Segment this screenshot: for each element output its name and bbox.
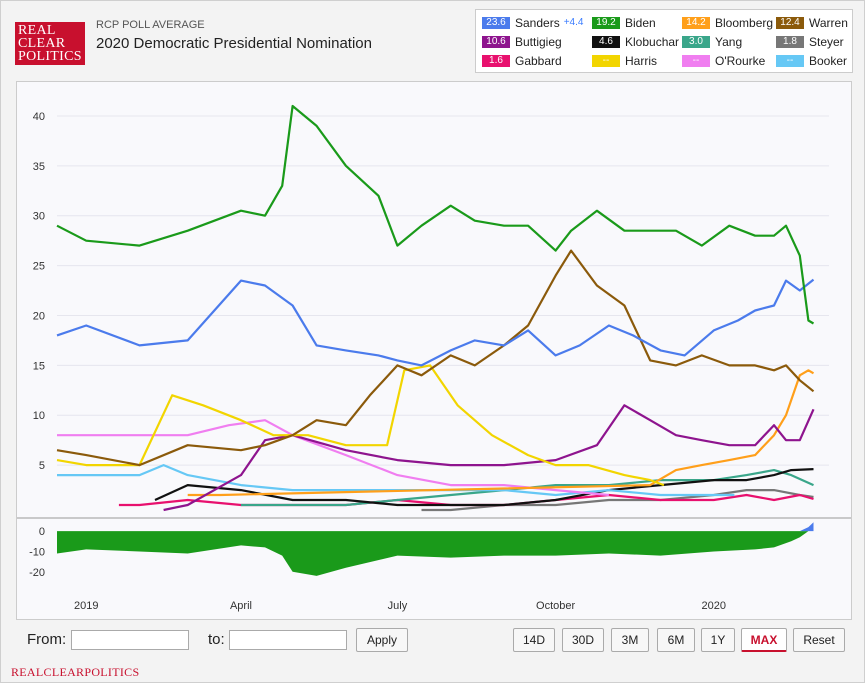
legend-value-chip: 12.4 bbox=[776, 16, 804, 29]
range-button-max[interactable]: MAX bbox=[741, 628, 787, 652]
legend-name: Buttigieg bbox=[515, 34, 562, 49]
legend-item[interactable]: 12.4 Warren bbox=[776, 15, 848, 30]
legend-item[interactable]: 23.6 Sanders +4.4 bbox=[482, 15, 584, 30]
series-line-sanders bbox=[56, 278, 815, 367]
legend-name: Steyer bbox=[809, 34, 844, 49]
legend-item[interactable]: 1.8 Steyer bbox=[776, 34, 844, 49]
legend-name: Klobuchar bbox=[625, 34, 680, 49]
legend-value-chip: 3.0 bbox=[682, 35, 710, 48]
range-button-reset[interactable]: Reset bbox=[793, 628, 845, 652]
legend-item[interactable]: 3.0 Yang bbox=[682, 34, 743, 49]
legend-name: Yang bbox=[715, 34, 743, 49]
legend-item[interactable]: 10.6 Buttigieg bbox=[482, 34, 562, 49]
legend-name: Warren bbox=[809, 15, 848, 30]
range-button-6m[interactable]: 6M bbox=[657, 628, 695, 652]
chart-title: 2020 Democratic Presidential Nomination bbox=[96, 35, 372, 52]
legend-item[interactable]: 1.6 Gabbard bbox=[482, 53, 562, 68]
y-tick-label: 10 bbox=[33, 410, 45, 422]
logo-line: POLITICS bbox=[18, 49, 82, 64]
legend-value-chip: 1.8 bbox=[776, 35, 804, 48]
spread-tick-label: 0 bbox=[39, 526, 45, 538]
legend-name: O'Rourke bbox=[715, 53, 766, 68]
logo-line: REAL bbox=[18, 23, 56, 38]
legend-item[interactable]: -- Booker bbox=[776, 53, 848, 68]
x-tick-label: July bbox=[388, 600, 408, 612]
x-tick-label: October bbox=[536, 600, 575, 612]
legend-value-chip: 19.2 bbox=[592, 16, 620, 29]
y-tick-label: 25 bbox=[33, 261, 45, 273]
spread-area-positive bbox=[799, 522, 814, 532]
legend-name: Biden bbox=[625, 15, 656, 30]
legend-spread: +4.4 bbox=[563, 17, 584, 29]
legend-item[interactable]: 19.2 Biden bbox=[592, 15, 656, 30]
series-line-bloomberg bbox=[187, 369, 815, 497]
range-button-30d[interactable]: 30D bbox=[562, 628, 604, 652]
y-tick-label: 5 bbox=[39, 460, 45, 472]
range-button-3m[interactable]: 3M bbox=[611, 628, 649, 652]
apply-button[interactable]: Apply bbox=[356, 628, 408, 652]
spread-area-negative bbox=[57, 531, 814, 576]
legend-item[interactable]: 14.2 Bloomberg bbox=[682, 15, 774, 30]
spread-tick-label: -20 bbox=[29, 567, 45, 579]
series-line-klobuchar bbox=[154, 468, 814, 507]
x-tick-label: April bbox=[230, 600, 252, 612]
y-tick-label: 15 bbox=[33, 360, 45, 372]
legend-value-chip: 4.6 bbox=[592, 35, 620, 48]
legend-name: Harris bbox=[625, 53, 657, 68]
legend-value-chip: -- bbox=[776, 54, 804, 67]
legend-value-chip: -- bbox=[592, 54, 620, 67]
to-date-input[interactable] bbox=[229, 630, 347, 650]
chart-subtitle: RCP POLL AVERAGE bbox=[96, 19, 205, 31]
y-tick-label: 30 bbox=[33, 211, 45, 223]
legend-name: Booker bbox=[809, 53, 848, 68]
series-line-biden bbox=[56, 104, 815, 325]
range-button-1y[interactable]: 1Y bbox=[701, 628, 735, 652]
y-tick-label: 40 bbox=[33, 111, 45, 123]
footer-brand: REALCLEARPOLITICS bbox=[11, 665, 140, 679]
from-label: From: bbox=[27, 631, 67, 648]
x-tick-label: 2020 bbox=[702, 600, 726, 612]
x-tick-label: 2019 bbox=[74, 600, 98, 612]
legend-value-chip: 14.2 bbox=[682, 16, 710, 29]
series-line-buttigieg bbox=[163, 404, 815, 512]
legend-name: Gabbard bbox=[515, 53, 562, 68]
plot-background bbox=[17, 82, 851, 619]
spread-tick-label: -10 bbox=[29, 546, 45, 558]
legend-value-chip: 10.6 bbox=[482, 35, 510, 48]
y-tick-label: 20 bbox=[33, 310, 45, 322]
to-label: to: bbox=[208, 631, 225, 648]
legend-item[interactable]: -- Harris bbox=[592, 53, 657, 68]
logo-line: CLEAR bbox=[18, 36, 66, 51]
legend-value-chip: -- bbox=[682, 54, 710, 67]
series-line-harris bbox=[56, 364, 665, 487]
range-button-14d[interactable]: 14D bbox=[513, 628, 555, 652]
plot-area: 5 10 15 20 25 30 35 40 0 -10 -20 2019 April July Octob… bbox=[16, 81, 852, 620]
series-line-yang bbox=[241, 469, 814, 507]
from-date-input[interactable] bbox=[71, 630, 189, 650]
legend-value-chip: 23.6 bbox=[482, 16, 510, 29]
rcp-logo: REAL CLEAR POLITICS bbox=[15, 22, 85, 65]
y-tick-label: 35 bbox=[33, 161, 45, 173]
series-line-booker bbox=[57, 464, 735, 497]
legend: 23.6 Sanders +4.4 19.2 Biden 14.2 Bloomberg 12.… bbox=[475, 9, 853, 73]
line-chart: 5 10 15 20 25 30 35 40 0 -10 -20 2019 April July Octob… bbox=[17, 82, 851, 619]
legend-item[interactable]: 4.6 Klobuchar bbox=[592, 34, 680, 49]
legend-name: Sanders bbox=[515, 15, 560, 30]
legend-value-chip: 1.6 bbox=[482, 54, 510, 67]
legend-item[interactable]: -- O'Rourke bbox=[682, 53, 766, 68]
legend-name: Bloomberg bbox=[715, 15, 774, 30]
date-range-controls: From: to: Apply 14D 30D 3M 6M 1Y MAX Reset bbox=[1, 623, 864, 659]
